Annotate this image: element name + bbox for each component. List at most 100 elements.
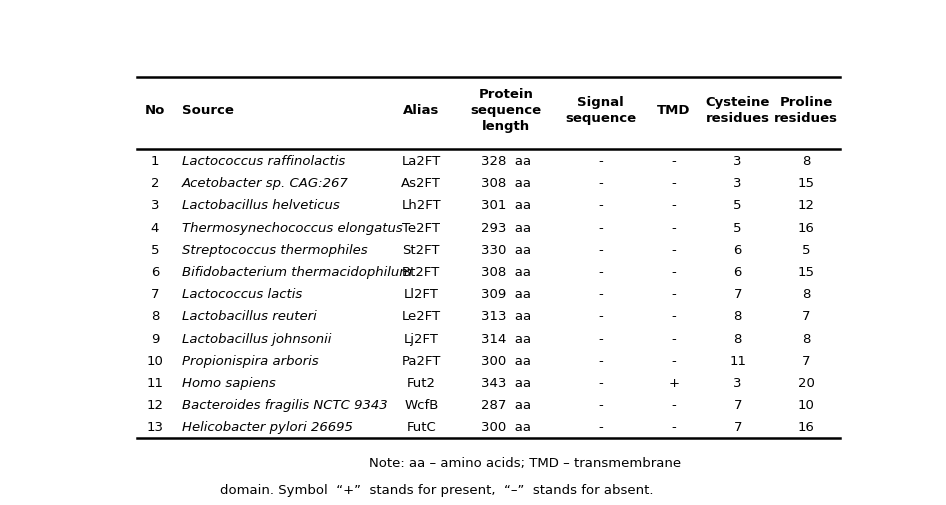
Text: 20: 20	[797, 376, 815, 389]
Text: -: -	[672, 354, 676, 367]
Text: Note: aa – amino acids; TMD – transmembrane: Note: aa – amino acids; TMD – transmembr…	[369, 456, 681, 469]
Text: FutC: FutC	[407, 421, 436, 434]
Text: Proline
residues: Proline residues	[774, 96, 838, 125]
Text: -: -	[672, 243, 676, 256]
Text: WcfB: WcfB	[404, 398, 438, 412]
Text: Acetobacter sp. CAG:267: Acetobacter sp. CAG:267	[182, 177, 349, 190]
Text: 300  aa: 300 aa	[481, 421, 531, 434]
Text: 287  aa: 287 aa	[481, 398, 531, 412]
Text: -: -	[672, 266, 676, 278]
Text: Lactococcus raffinolactis: Lactococcus raffinolactis	[182, 155, 345, 168]
Text: 8: 8	[802, 288, 811, 300]
Text: -: -	[599, 398, 604, 412]
Text: Pa2FT: Pa2FT	[402, 354, 441, 367]
Text: -: -	[672, 221, 676, 234]
Text: Le2FT: Le2FT	[402, 310, 441, 323]
Text: -: -	[672, 177, 676, 190]
Text: 11: 11	[147, 376, 164, 389]
Text: 7: 7	[733, 421, 742, 434]
Text: Lh2FT: Lh2FT	[401, 199, 441, 212]
Text: 10: 10	[797, 398, 815, 412]
Text: 7: 7	[802, 354, 811, 367]
Text: -: -	[672, 310, 676, 323]
Text: -: -	[599, 376, 604, 389]
Text: Fut2: Fut2	[407, 376, 436, 389]
Text: 8: 8	[733, 332, 742, 345]
Text: 3: 3	[733, 155, 742, 168]
Text: -: -	[599, 155, 604, 168]
Text: -: -	[599, 266, 604, 278]
Text: 5: 5	[802, 243, 811, 256]
Text: Protein
sequence
length: Protein sequence length	[470, 88, 541, 133]
Text: 11: 11	[729, 354, 746, 367]
Text: 5: 5	[733, 199, 742, 212]
Text: La2FT: La2FT	[402, 155, 441, 168]
Text: TMD: TMD	[657, 104, 691, 117]
Text: Lactobacillus johnsonii: Lactobacillus johnsonii	[182, 332, 331, 345]
Text: Lj2FT: Lj2FT	[404, 332, 439, 345]
Text: 343  aa: 343 aa	[481, 376, 531, 389]
Text: 293  aa: 293 aa	[481, 221, 531, 234]
Text: 13: 13	[147, 421, 164, 434]
Text: 313  aa: 313 aa	[481, 310, 531, 323]
Text: Propionispira arboris: Propionispira arboris	[182, 354, 319, 367]
Text: Ll2FT: Ll2FT	[404, 288, 439, 300]
Text: Alias: Alias	[403, 104, 440, 117]
Text: 6: 6	[150, 266, 159, 278]
Text: 301  aa: 301 aa	[481, 199, 531, 212]
Text: Homo sapiens: Homo sapiens	[182, 376, 275, 389]
Text: Lactococcus lactis: Lactococcus lactis	[182, 288, 302, 300]
Text: No: No	[145, 104, 165, 117]
Text: 6: 6	[733, 243, 742, 256]
Text: 15: 15	[797, 177, 815, 190]
Text: -: -	[672, 421, 676, 434]
Text: 300  aa: 300 aa	[481, 354, 531, 367]
Text: 3: 3	[733, 376, 742, 389]
Text: Helicobacter pylori 26695: Helicobacter pylori 26695	[182, 421, 353, 434]
Text: 9: 9	[150, 332, 159, 345]
Text: 10: 10	[147, 354, 164, 367]
Text: -: -	[672, 155, 676, 168]
Text: Bt2FT: Bt2FT	[402, 266, 441, 278]
Text: 4: 4	[150, 221, 159, 234]
Text: domain. Symbol  “+”  stands for present,  “–”  stands for absent.: domain. Symbol “+” stands for present, “…	[220, 483, 654, 496]
Text: 8: 8	[733, 310, 742, 323]
Text: 6: 6	[733, 266, 742, 278]
Text: +: +	[669, 376, 679, 389]
Text: Lactobacillus helveticus: Lactobacillus helveticus	[182, 199, 340, 212]
Text: Bacteroides fragilis NCTC 9343: Bacteroides fragilis NCTC 9343	[182, 398, 388, 412]
Text: Streptococcus thermophiles: Streptococcus thermophiles	[182, 243, 368, 256]
Text: As2FT: As2FT	[401, 177, 441, 190]
Text: 2: 2	[150, 177, 159, 190]
Text: 330  aa: 330 aa	[481, 243, 531, 256]
Text: -: -	[599, 199, 604, 212]
Text: -: -	[599, 288, 604, 300]
Text: 5: 5	[150, 243, 159, 256]
Text: Signal
sequence: Signal sequence	[565, 96, 637, 125]
Text: 16: 16	[797, 421, 815, 434]
Text: Cysteine
residues: Cysteine residues	[706, 96, 770, 125]
Text: Source: Source	[182, 104, 234, 117]
Text: 308  aa: 308 aa	[481, 266, 531, 278]
Text: 7: 7	[150, 288, 159, 300]
Text: 1: 1	[150, 155, 159, 168]
Text: 16: 16	[797, 221, 815, 234]
Text: Te2FT: Te2FT	[402, 221, 440, 234]
Text: Bifidobacterium thermacidophilum: Bifidobacterium thermacidophilum	[182, 266, 412, 278]
Text: 308  aa: 308 aa	[481, 177, 531, 190]
Text: -: -	[599, 421, 604, 434]
Text: -: -	[599, 221, 604, 234]
Text: Thermosynechococcus elongatus: Thermosynechococcus elongatus	[182, 221, 403, 234]
Text: -: -	[672, 199, 676, 212]
Text: 8: 8	[150, 310, 159, 323]
Text: -: -	[672, 332, 676, 345]
Text: -: -	[672, 398, 676, 412]
Text: 12: 12	[797, 199, 815, 212]
Text: 7: 7	[802, 310, 811, 323]
Text: 7: 7	[733, 288, 742, 300]
Text: 7: 7	[733, 398, 742, 412]
Text: -: -	[599, 243, 604, 256]
Text: 309  aa: 309 aa	[481, 288, 531, 300]
Text: -: -	[599, 354, 604, 367]
Text: 3: 3	[733, 177, 742, 190]
